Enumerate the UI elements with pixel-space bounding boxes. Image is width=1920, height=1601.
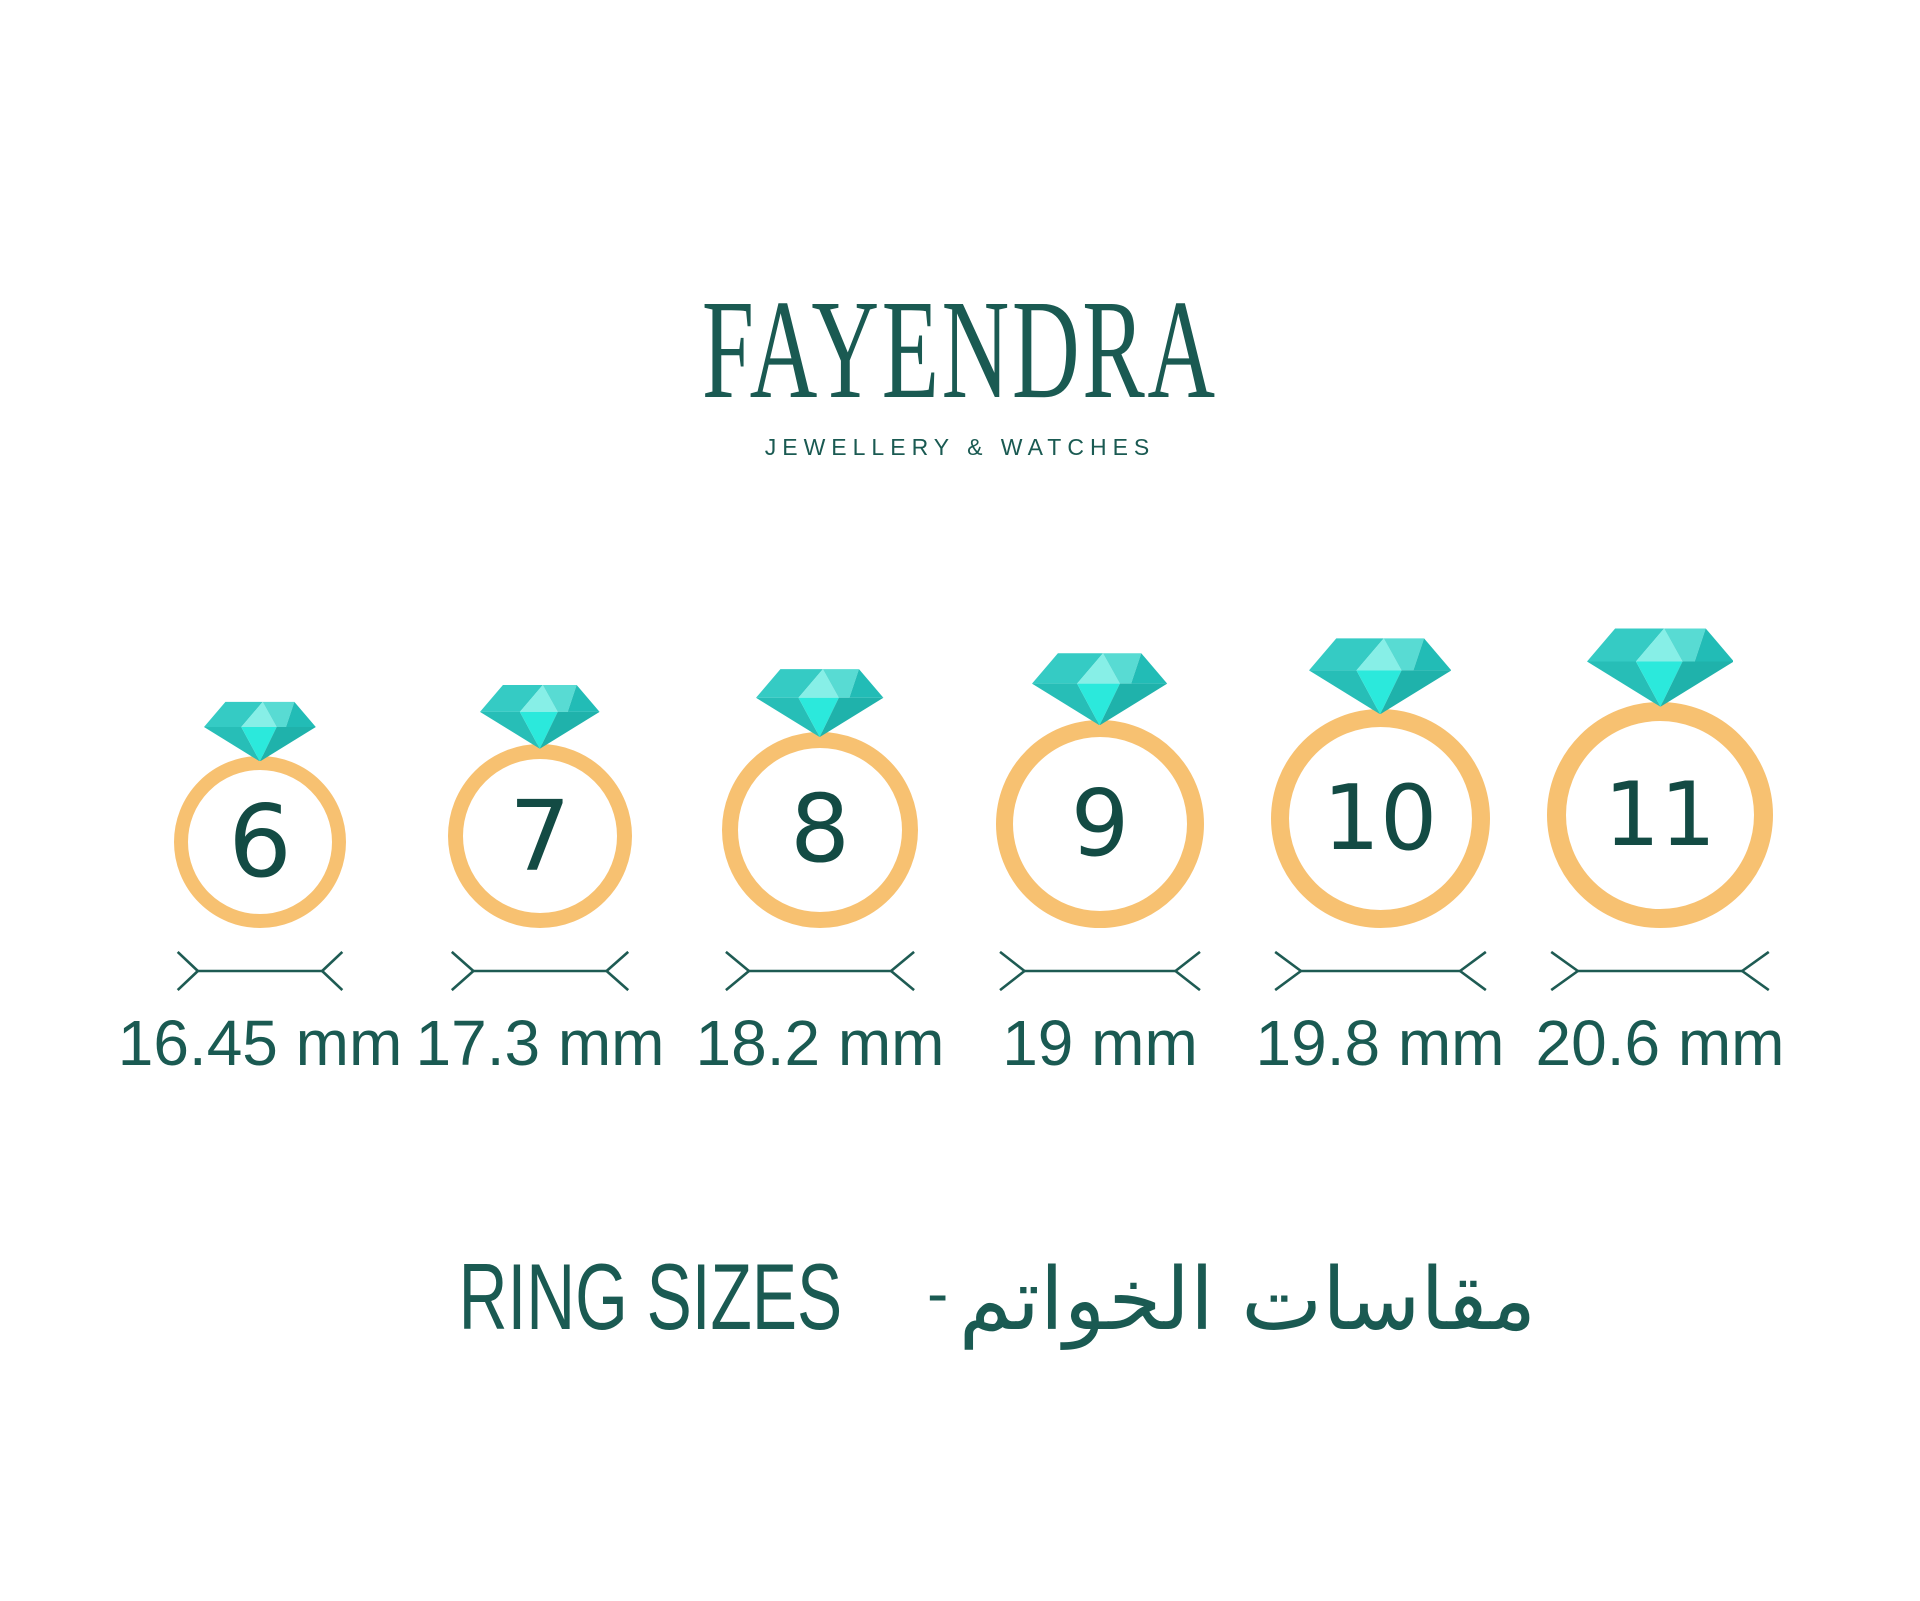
diamond-icon	[1308, 638, 1452, 714]
ring-size-number: 7	[509, 779, 571, 893]
page-title: RING SIZES - مقاسات الخواتم	[0, 1250, 1920, 1344]
diameter-label: 18.2 mm	[695, 1007, 945, 1079]
ring-column-size-10: 10 19.8 mm	[1240, 608, 1520, 1078]
ring-figure: 8	[722, 608, 918, 928]
ring-band: 8	[722, 732, 918, 928]
dimension-arrow-icon	[1273, 950, 1487, 992]
ring-column-size-7: 7 17.3 mm	[400, 608, 680, 1078]
ring-column-size-9: 9 19 mm	[960, 608, 1240, 1078]
ring-band: 11	[1547, 702, 1773, 928]
ring-band: 9	[996, 720, 1204, 928]
dimension-arrow-icon	[450, 950, 630, 992]
ring-size-number: 11	[1604, 763, 1716, 866]
ring-size-number: 10	[1322, 765, 1438, 871]
diamond-icon	[1586, 628, 1734, 707]
title-separator: -	[927, 1257, 949, 1329]
title-english: RING SIZES	[458, 1244, 842, 1349]
diamond-icon	[204, 701, 316, 761]
dimension-arrow-icon	[724, 950, 916, 992]
diamond-icon	[1032, 652, 1168, 725]
diameter-label: 19 mm	[1002, 1007, 1198, 1079]
ring-size-number: 9	[1070, 770, 1130, 877]
title-arabic: مقاسات الخواتم	[958, 1250, 1537, 1350]
diamond-icon	[480, 685, 600, 749]
diameter-label: 17.3 mm	[415, 1007, 665, 1079]
brand-name: FAYENDRA	[702, 270, 1218, 428]
diameter-label: 20.6 mm	[1535, 1007, 1785, 1079]
ring-figure: 7	[448, 608, 632, 928]
brand-tagline: JEWELLERY & WATCHES	[764, 434, 1156, 460]
ring-band: 6	[174, 756, 346, 928]
ring-column-size-6: 6 16.45 mm	[117, 608, 403, 1079]
diameter-label: 19.8 mm	[1255, 1007, 1505, 1079]
rings-row: 6 16.45 mm 7 17.3 mm 8 18.2 mm 9	[0, 608, 1920, 1078]
ring-figure: 9	[996, 608, 1204, 928]
dimension-arrow-icon	[1549, 950, 1771, 992]
ring-band: 10	[1270, 709, 1490, 928]
ring-figure: 10	[1270, 608, 1490, 928]
ring-figure: 11	[1547, 608, 1773, 928]
ring-column-size-11: 11 20.6 mm	[1520, 608, 1800, 1078]
ring-column-size-8: 8 18.2 mm	[680, 608, 960, 1078]
ring-figure: 6	[174, 608, 346, 928]
brand-logo: FAYENDRA JEWELLERY & WATCHES	[0, 278, 1920, 461]
ring-band: 7	[448, 744, 632, 928]
dimension-arrow-icon	[998, 950, 1202, 992]
ring-size-number: 8	[790, 775, 850, 884]
diamond-icon	[756, 669, 884, 737]
ring-size-number: 6	[228, 783, 292, 900]
dimension-arrow-icon	[176, 950, 344, 992]
diameter-label: 16.45 mm	[117, 1007, 403, 1079]
